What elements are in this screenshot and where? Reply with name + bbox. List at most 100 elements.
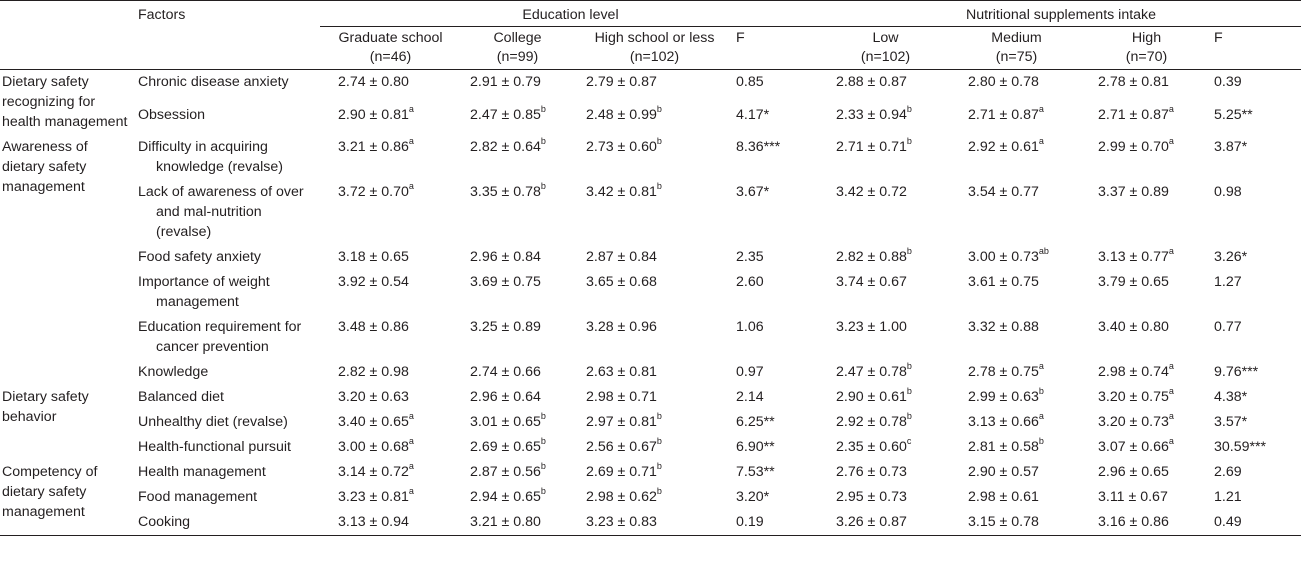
cell-value: 30.59*** xyxy=(1214,439,1267,455)
column-header-sup-4: F xyxy=(1210,26,1301,70)
column-header-edu-4: F xyxy=(732,26,818,70)
mean-sd-value: 2.97 ± 0.81b xyxy=(574,410,732,435)
significance-letter: a xyxy=(408,103,414,114)
mean-sd-value: 3.35 ± 0.78b xyxy=(458,180,574,245)
mean-sd-value: 2.94 ± 0.65b xyxy=(458,485,574,510)
column-header-n: (n=75) xyxy=(995,49,1038,65)
cell-value: 3.28 ± 0.96 xyxy=(586,319,657,335)
factor-text-line: Education requirement for xyxy=(138,319,302,335)
cell-value: 2.80 ± 0.78 xyxy=(968,74,1039,90)
cell-value: 3.61 ± 0.75 xyxy=(968,274,1039,290)
mean-sd-value: 2.48 ± 0.99b xyxy=(574,103,732,135)
table-row: Awareness of dietary safety management Di… xyxy=(0,135,1301,195)
factor-text-line: Health-functional pursuit xyxy=(138,439,291,455)
cell-value: 2.78 ± 0.81 xyxy=(1098,74,1169,90)
significance-letter: b xyxy=(906,246,912,257)
cell-value: 2.99 ± 0.70 xyxy=(1098,139,1169,155)
f-value: 3.26* xyxy=(1210,245,1301,270)
factor-label: Knowledge xyxy=(132,360,320,385)
significance-letter: b xyxy=(906,136,912,147)
factor-text-line: Importance of weight xyxy=(138,274,270,290)
significance-letter: a xyxy=(1168,103,1174,114)
cell-value: 3.69 ± 0.75 xyxy=(470,274,541,290)
mean-sd-value: 3.37 ± 0.89 xyxy=(1080,180,1210,245)
mean-sd-value: 3.16 ± 0.86 xyxy=(1080,510,1210,536)
mean-sd-value: 3.61 ± 0.75 xyxy=(950,270,1080,315)
header-supplements: Nutritional supplements intake xyxy=(818,1,1301,27)
mean-sd-value: 3.23 ± 0.83 xyxy=(574,510,732,536)
cell-value: 5.25** xyxy=(1214,106,1253,123)
mean-sd-value: 2.74 ± 0.66 xyxy=(458,360,574,385)
column-header-label: F xyxy=(736,30,745,46)
mean-sd-value: 3.25 ± 0.89 xyxy=(458,315,574,360)
cell-value: 3.23 ± 0.83 xyxy=(586,514,657,530)
f-value: 3.87* xyxy=(1210,135,1301,180)
cell-value: 0.19 xyxy=(736,514,764,530)
factor-text-line: Obsession xyxy=(138,106,206,123)
cell-value: 2.96 ± 0.65 xyxy=(1098,464,1169,480)
cell-value: 3.35 ± 0.78 xyxy=(470,184,541,200)
mean-sd-value: 3.26 ± 0.87 xyxy=(818,510,950,536)
cell-value: 2.74 ± 0.80 xyxy=(338,74,409,90)
header-education-level: Education level xyxy=(320,1,818,27)
factor-label: Education requirement for cancer preventi… xyxy=(132,315,320,360)
significance-letter: b xyxy=(656,136,662,147)
factor-text-line: Health management xyxy=(138,464,266,480)
mean-sd-value: 2.71 ± 0.71b xyxy=(818,135,950,180)
f-value: 7.53** xyxy=(732,460,818,485)
mean-sd-value: 2.73 ± 0.60b xyxy=(574,135,732,180)
cell-value: 2.98 ± 0.74 xyxy=(1098,364,1169,380)
factor-text-line: Food safety anxiety xyxy=(138,249,262,265)
mean-sd-value: 3.20 ± 0.63 xyxy=(320,385,458,410)
column-header-label: High school or less xyxy=(594,30,715,46)
cell-value: 2.87 ± 0.84 xyxy=(586,249,657,265)
cell-value: 2.97 ± 0.81 xyxy=(586,414,657,430)
cell-value: 3.26 ± 0.87 xyxy=(836,514,907,530)
table-row: Education requirement for cancer preventi… xyxy=(0,315,1301,360)
significance-letter: b xyxy=(540,136,546,147)
cell-value: 3.42 ± 0.81 xyxy=(586,184,657,200)
factor-text-line: and mal-nutrition xyxy=(156,204,262,220)
significance-letter: a xyxy=(408,486,414,497)
cell-value: 3.21 ± 0.80 xyxy=(470,514,541,530)
significance-letter: b xyxy=(656,461,662,472)
significance-letter: a xyxy=(408,136,414,147)
column-header-n: (n=102) xyxy=(860,49,911,65)
table-row: Knowledge 2.82 ± 0.98 2.74 ± 0.66 2.63 ± 0.… xyxy=(0,360,1301,385)
significance-letter: b xyxy=(540,411,546,422)
cell-value: 6.25** xyxy=(736,414,775,430)
mean-sd-value: 3.18 ± 0.65 xyxy=(320,245,458,270)
cell-value: 3.07 ± 0.66 xyxy=(1098,439,1169,455)
cell-value: 3.18 ± 0.65 xyxy=(338,249,409,265)
significance-letter: b xyxy=(540,103,546,114)
significance-letter: b xyxy=(540,486,546,497)
mean-sd-value: 2.79 ± 0.87 xyxy=(574,70,732,103)
mean-sd-value: 3.54 ± 0.77 xyxy=(950,180,1080,245)
cell-value: 2.63 ± 0.81 xyxy=(586,364,657,380)
mean-sd-value: 2.82 ± 0.64b xyxy=(458,135,574,180)
factor-text-line: (revalse) xyxy=(156,224,212,240)
factor-label: Health-functional pursuit xyxy=(132,435,320,460)
significance-letter: a xyxy=(408,436,414,447)
significance-letter: a xyxy=(1168,361,1174,372)
cell-value: 3.54 ± 0.77 xyxy=(968,184,1039,200)
table-row: Dietary safety behavior Balanced diet 3.20… xyxy=(0,385,1301,425)
cell-value: 2.94 ± 0.65 xyxy=(470,489,541,505)
mean-sd-value: 3.28 ± 0.96 xyxy=(574,315,732,360)
cell-value: 2.14 xyxy=(736,389,764,405)
mean-sd-value: 2.56 ± 0.67b xyxy=(574,435,732,460)
cell-value: 2.71 ± 0.87 xyxy=(1098,106,1169,123)
mean-sd-value: 2.98 ± 0.61 xyxy=(950,485,1080,510)
significance-letter: a xyxy=(1168,411,1174,422)
factor-text-line: knowledge (revalse) xyxy=(156,159,283,175)
cell-value: 3.72 ± 0.70 xyxy=(338,184,409,200)
f-value: 2.35 xyxy=(732,245,818,270)
significance-letter: b xyxy=(656,103,662,114)
header-factors: Factors xyxy=(132,1,320,70)
mean-sd-value: 3.13 ± 0.94 xyxy=(320,510,458,536)
cell-value: 3.92 ± 0.54 xyxy=(338,274,409,290)
cell-value: 2.81 ± 0.58 xyxy=(968,439,1039,455)
cell-value: 2.56 ± 0.67 xyxy=(586,439,657,455)
cell-value: 3.20 ± 0.73 xyxy=(1098,414,1169,430)
table-row: Lack of awareness of over and mal-nutriti… xyxy=(0,180,1301,245)
